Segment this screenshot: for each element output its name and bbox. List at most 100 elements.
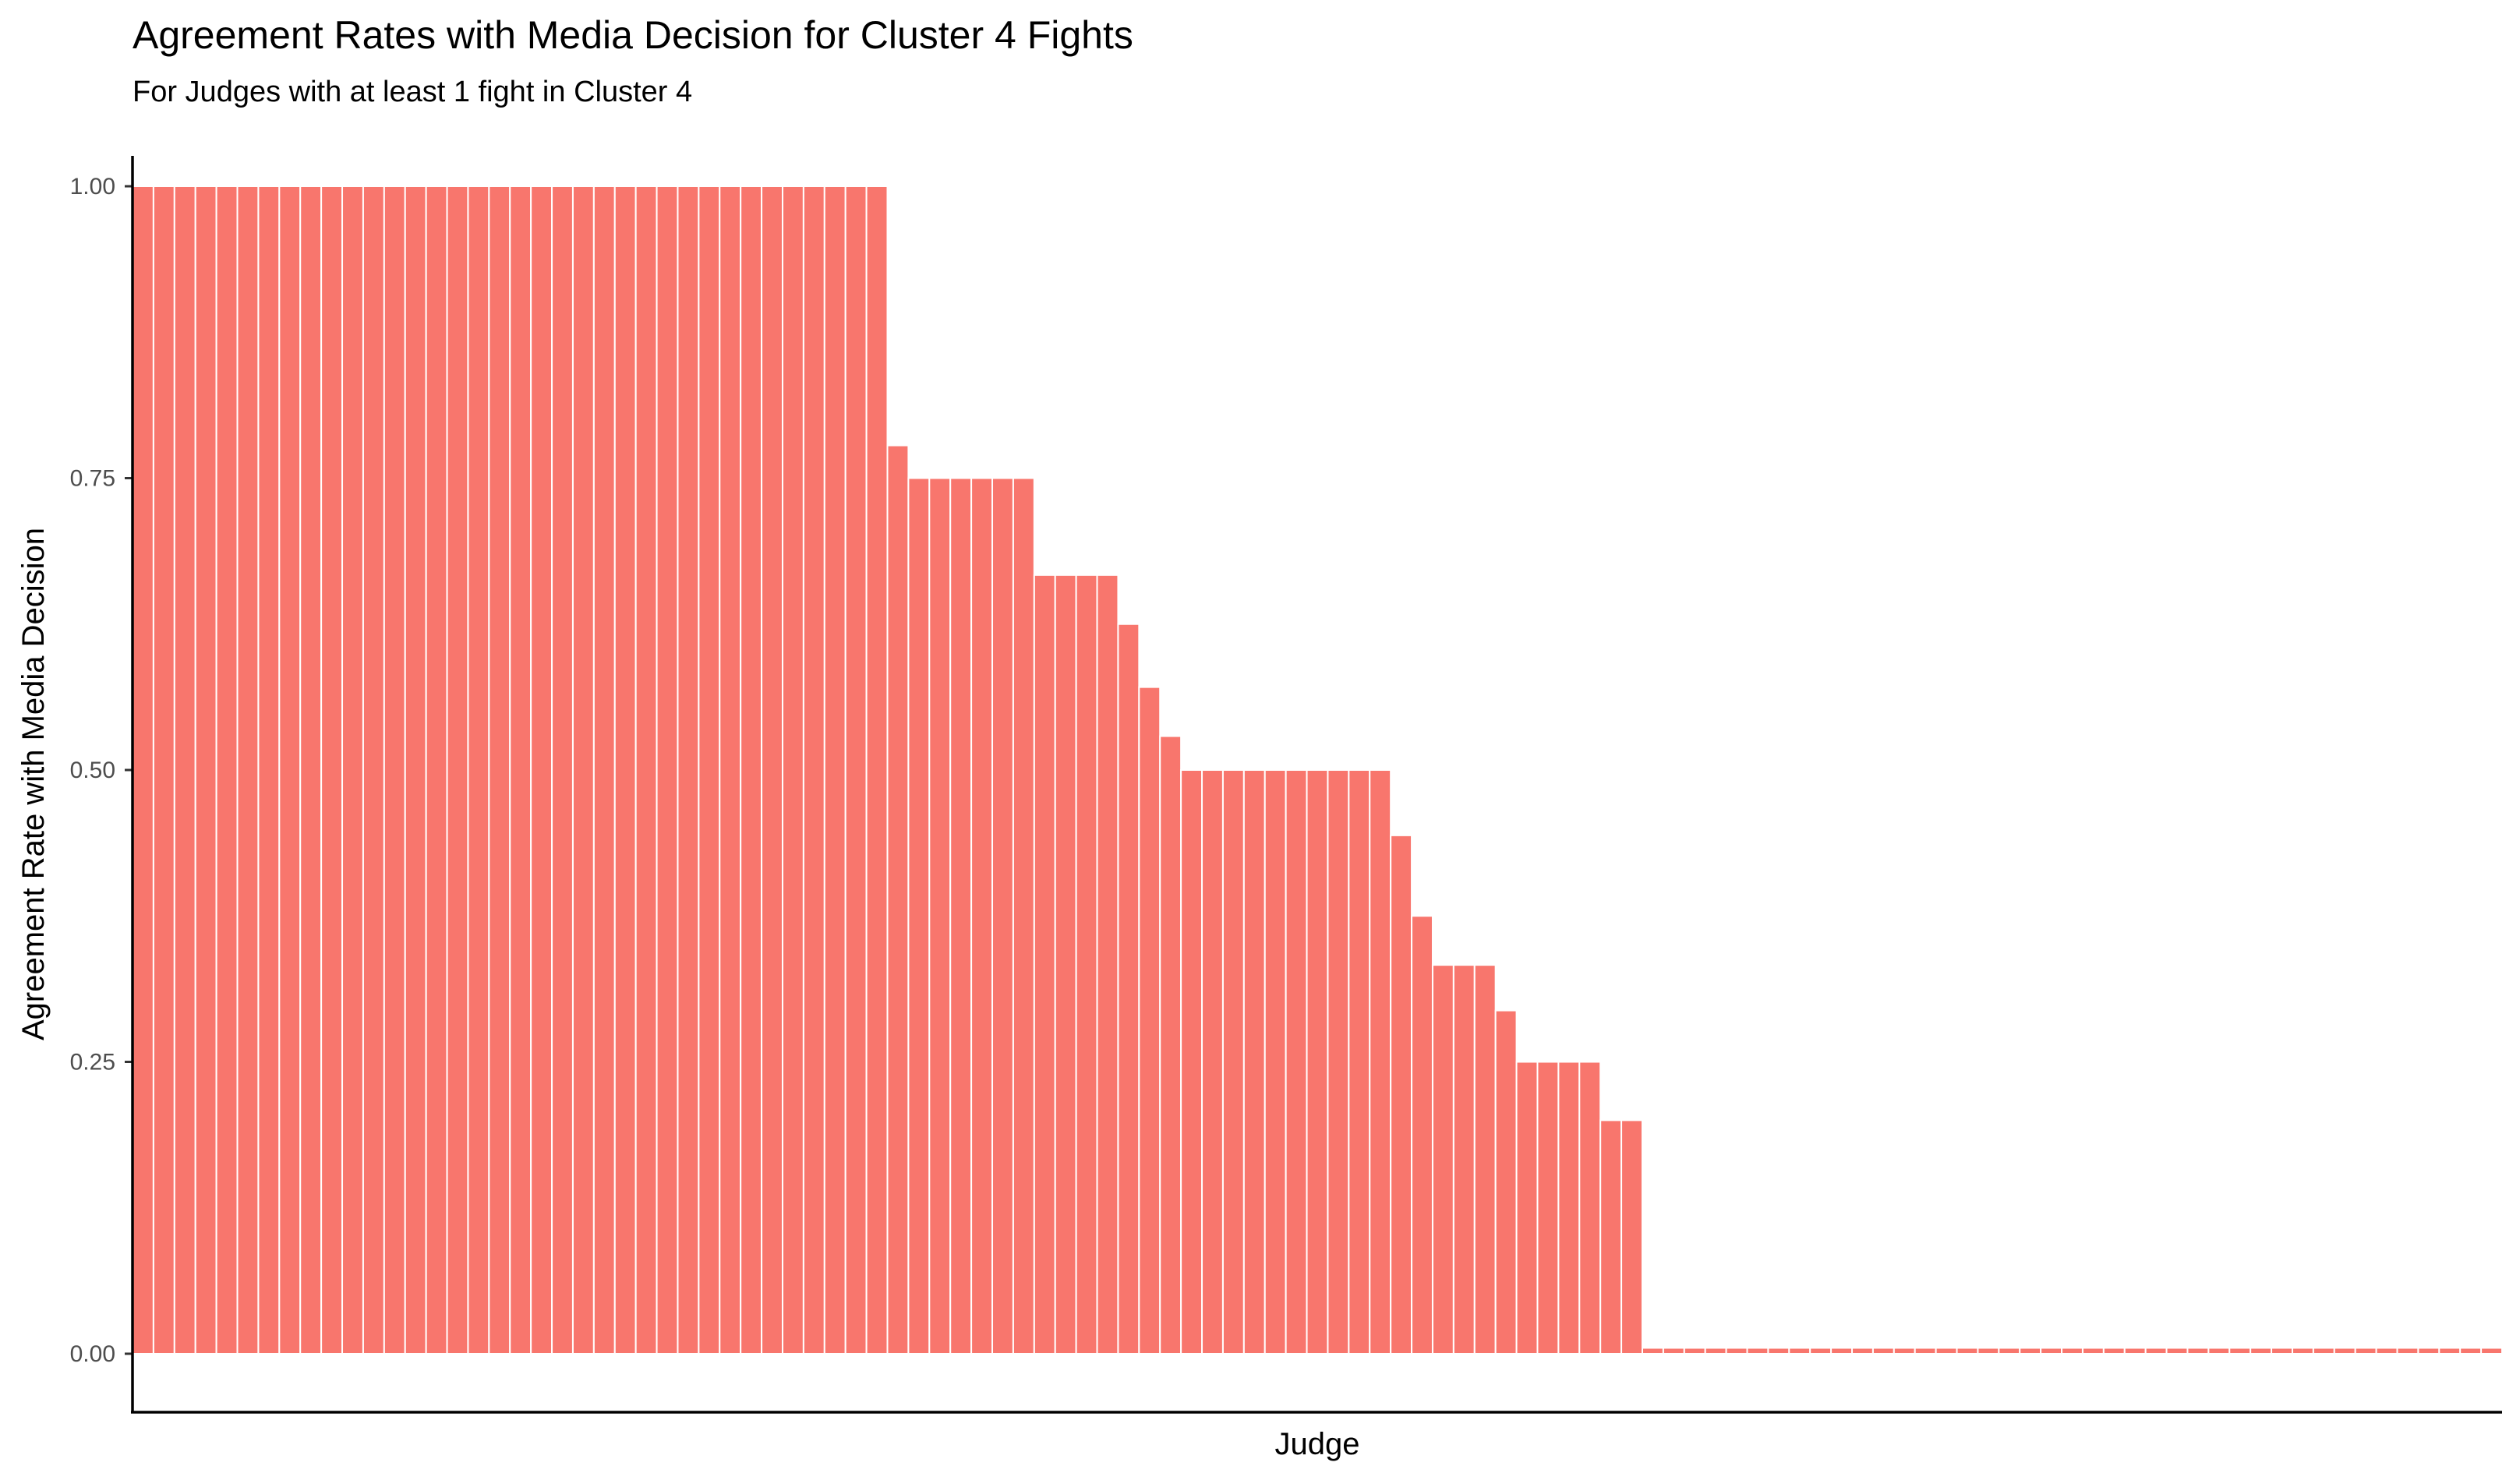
chart-title: Agreement Rates with Media Decision for … xyxy=(133,13,1133,57)
bar-1 xyxy=(132,185,154,1355)
bar-9 xyxy=(299,185,323,1355)
bar-66 xyxy=(1494,1009,1518,1355)
bar-83 xyxy=(1851,1347,1874,1355)
bar-14 xyxy=(404,185,427,1355)
bar-54 xyxy=(1242,769,1266,1355)
bar-24 xyxy=(613,185,637,1355)
bar-78 xyxy=(1746,1347,1769,1355)
bar-18 xyxy=(488,185,511,1355)
bar-74 xyxy=(1662,1347,1685,1355)
bar-61 xyxy=(1390,834,1413,1355)
bar-89 xyxy=(1977,1347,2000,1355)
bar-41 xyxy=(970,477,994,1355)
bar-40 xyxy=(949,477,973,1355)
bar-102 xyxy=(2250,1347,2273,1355)
bar-47 xyxy=(1096,574,1119,1355)
bar-85 xyxy=(1893,1347,1916,1355)
bar-49 xyxy=(1138,686,1161,1355)
bar-48 xyxy=(1117,623,1140,1355)
bar-19 xyxy=(509,185,532,1355)
bar-111 xyxy=(2438,1347,2462,1355)
bar-25 xyxy=(634,185,658,1355)
bar-45 xyxy=(1054,574,1077,1355)
bar-17 xyxy=(467,185,490,1355)
bar-8 xyxy=(278,185,302,1355)
bar-91 xyxy=(2019,1347,2042,1355)
bar-7 xyxy=(257,185,281,1355)
y-tick-label: 0.75 xyxy=(70,466,115,492)
bar-58 xyxy=(1327,769,1350,1355)
bar-63 xyxy=(1431,964,1454,1355)
y-tick-label: 1.00 xyxy=(70,174,115,200)
bar-51 xyxy=(1180,769,1203,1355)
bar-55 xyxy=(1264,769,1287,1355)
bar-93 xyxy=(2061,1347,2084,1355)
bar-75 xyxy=(1683,1347,1706,1355)
bar-29 xyxy=(719,185,742,1355)
bar-106 xyxy=(2333,1347,2356,1355)
bar-70 xyxy=(1578,1061,1602,1355)
y-tick-label: 0.25 xyxy=(70,1050,115,1076)
bar-22 xyxy=(571,185,595,1355)
bar-92 xyxy=(2040,1347,2063,1355)
bar-57 xyxy=(1306,769,1329,1355)
bar-109 xyxy=(2396,1347,2419,1355)
bar-42 xyxy=(991,477,1014,1355)
bar-26 xyxy=(656,185,679,1355)
bar-80 xyxy=(1788,1347,1811,1355)
bar-79 xyxy=(1767,1347,1790,1355)
bar-23 xyxy=(592,185,616,1355)
bar-38 xyxy=(907,477,931,1355)
bar-4 xyxy=(194,185,217,1355)
x-axis-title: Judge xyxy=(1275,1427,1360,1461)
bar-27 xyxy=(677,185,700,1355)
bar-56 xyxy=(1285,769,1308,1355)
bar-81 xyxy=(1809,1347,1833,1355)
y-tick-label: 0.00 xyxy=(70,1341,115,1367)
bar-103 xyxy=(2271,1347,2293,1355)
bar-112 xyxy=(2459,1347,2483,1355)
bar-21 xyxy=(551,185,574,1355)
bar-37 xyxy=(886,444,910,1355)
bar-108 xyxy=(2375,1347,2398,1355)
bar-46 xyxy=(1075,574,1098,1355)
bar-15 xyxy=(425,185,448,1355)
bar-88 xyxy=(1956,1347,1979,1355)
bar-107 xyxy=(2354,1347,2377,1355)
bar-95 xyxy=(2102,1347,2126,1355)
bar-16 xyxy=(446,185,469,1355)
bar-32 xyxy=(781,185,804,1355)
bar-101 xyxy=(2228,1347,2252,1355)
bar-20 xyxy=(530,185,553,1355)
bar-97 xyxy=(2144,1347,2168,1355)
bar-104 xyxy=(2291,1347,2314,1355)
bar-73 xyxy=(1641,1347,1664,1355)
bar-90 xyxy=(1998,1347,2021,1355)
bar-72 xyxy=(1621,1119,1643,1355)
bar-10 xyxy=(320,185,344,1355)
bar-59 xyxy=(1348,769,1371,1355)
bar-100 xyxy=(2207,1347,2231,1355)
bar-13 xyxy=(383,185,406,1355)
bar-94 xyxy=(2081,1347,2105,1355)
y-axis-title: Agreement Rate with Media Decision xyxy=(16,528,51,1040)
bar-99 xyxy=(2186,1347,2210,1355)
y-axis-ticks: 0.00 0.25 0.50 0.75 1.00 xyxy=(70,174,133,1367)
bar-62 xyxy=(1411,915,1433,1355)
bar-39 xyxy=(928,477,952,1355)
bars-group xyxy=(132,185,2504,1355)
bar-28 xyxy=(698,185,721,1355)
bar-82 xyxy=(1830,1347,1854,1355)
bar-12 xyxy=(362,185,385,1355)
bar-76 xyxy=(1704,1347,1727,1355)
bar-6 xyxy=(236,185,260,1355)
bar-113 xyxy=(2480,1347,2504,1355)
bar-86 xyxy=(1914,1347,1937,1355)
bar-71 xyxy=(1599,1119,1623,1355)
bar-69 xyxy=(1557,1061,1581,1355)
bar-33 xyxy=(802,185,825,1355)
bar-3 xyxy=(173,185,196,1355)
bar-84 xyxy=(1871,1347,1895,1355)
bar-50 xyxy=(1159,735,1182,1355)
